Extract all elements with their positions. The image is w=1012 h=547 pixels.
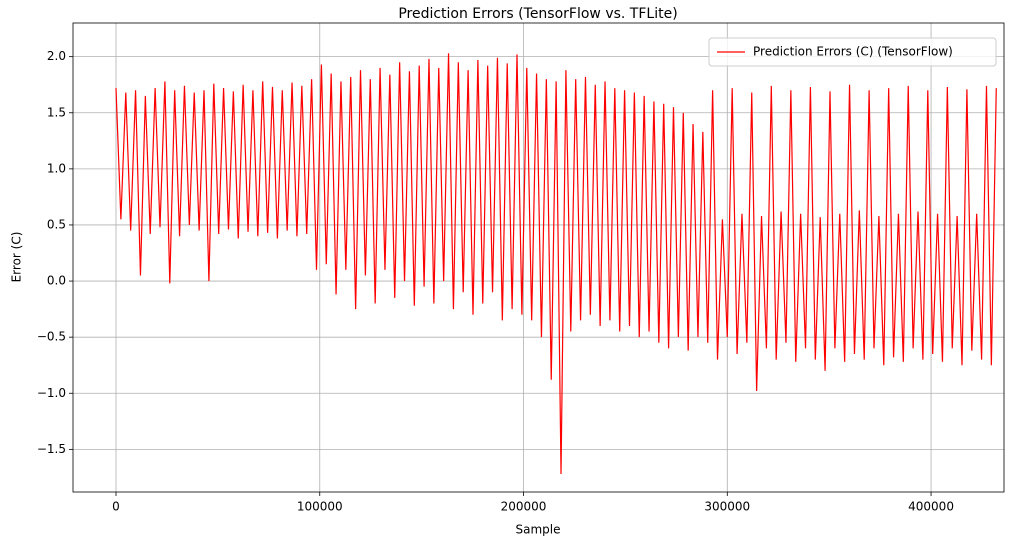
x-tick-label: 100000 bbox=[297, 500, 343, 514]
plot-frame bbox=[72, 22, 1005, 493]
data-line bbox=[115, 53, 997, 475]
y-tick-label: 2.0 bbox=[47, 49, 66, 63]
y-tick-label: 0.0 bbox=[47, 274, 66, 288]
y-tick-label: 1.5 bbox=[47, 105, 66, 119]
x-tick-label: 300000 bbox=[704, 500, 750, 514]
chart-title: Prediction Errors (TensorFlow vs. TFLite… bbox=[398, 6, 677, 22]
x-tick-label: 200000 bbox=[501, 500, 547, 514]
legend-label: Prediction Errors (C) (TensorFlow) bbox=[753, 45, 953, 59]
legend-box bbox=[708, 37, 997, 67]
y-tick-label: 1.0 bbox=[47, 161, 66, 175]
legend: Prediction Errors (C) (TensorFlow) bbox=[708, 37, 997, 67]
y-axis-label: Error (C) bbox=[10, 232, 24, 283]
y-tick-label: −1.0 bbox=[37, 386, 66, 400]
y-tick-label: 0.5 bbox=[47, 217, 66, 231]
y-tick-label: −0.5 bbox=[37, 330, 66, 344]
x-tick-label: 0 bbox=[112, 500, 120, 514]
y-tick-label: −1.5 bbox=[37, 442, 66, 456]
x-axis-label: Sample bbox=[516, 523, 561, 537]
x-tick-label: 400000 bbox=[908, 500, 954, 514]
